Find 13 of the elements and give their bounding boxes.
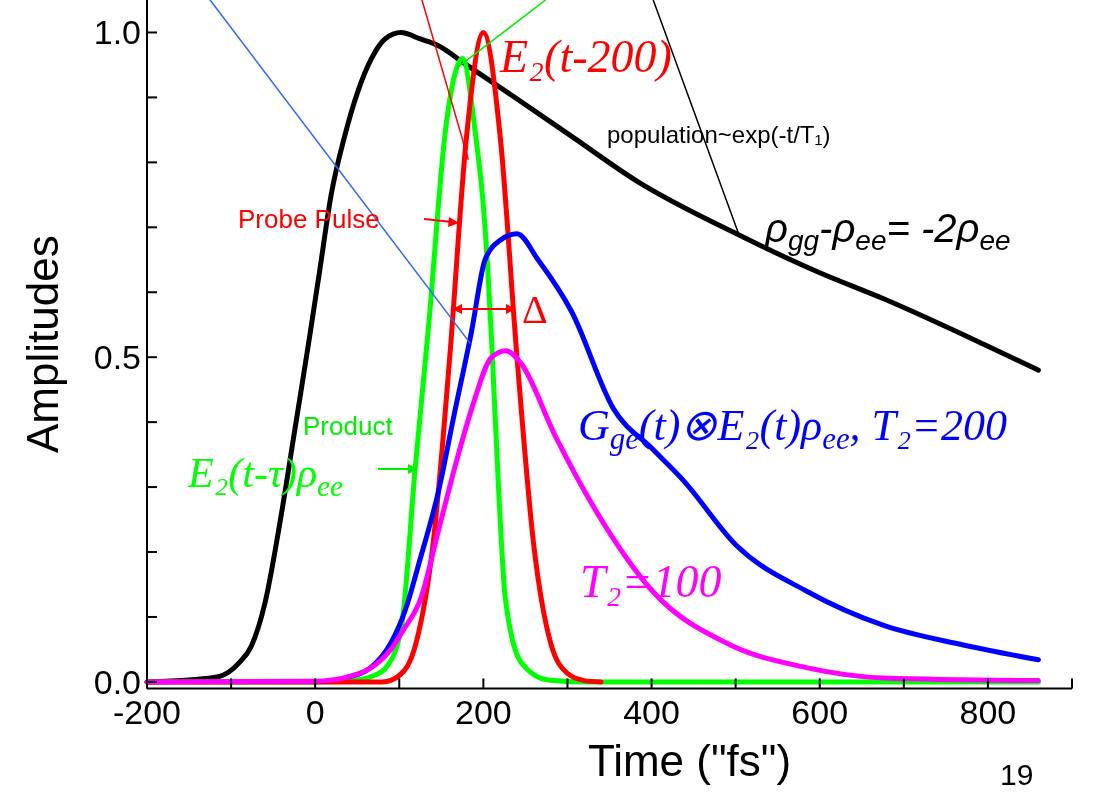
x-tick-label: 800 (959, 693, 1017, 732)
y-tick-label: 1.0 (93, 13, 141, 52)
x-axis-title: Time ("fs") (587, 736, 792, 785)
x-tick-label: 600 (791, 693, 849, 732)
y-axis-title: Amplitudes (18, 235, 67, 454)
annotation: Δ (522, 287, 548, 332)
x-tick-label: 0 (305, 693, 325, 732)
y-tick-label: 0.5 (93, 338, 141, 377)
x-tick-label: 400 (623, 693, 680, 732)
annotation: Product (303, 411, 394, 441)
x-tick-label: 200 (455, 693, 512, 732)
series-label: E₂(t-200) (499, 31, 672, 82)
text: 19 (1000, 758, 1034, 791)
